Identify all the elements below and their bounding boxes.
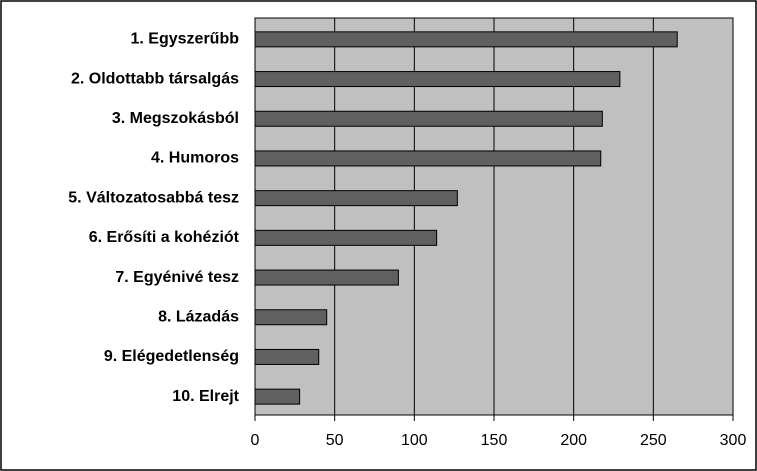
x-tick-label: 250 — [640, 432, 667, 449]
x-tick-label: 300 — [720, 432, 747, 449]
x-tick-label: 100 — [401, 432, 428, 449]
bar — [254, 110, 603, 127]
y-tick-label: 7. Egyénivé tesz — [115, 269, 239, 286]
y-tick-label: 5. Változatosabbá tesz — [68, 189, 239, 206]
y-tick-label: 10. Elrejt — [172, 388, 239, 405]
bar — [254, 150, 602, 167]
bar — [254, 309, 328, 326]
bar — [254, 229, 438, 246]
bar — [254, 348, 320, 365]
x-tick-label: 0 — [251, 432, 260, 449]
bar — [254, 190, 458, 207]
bar — [254, 31, 678, 48]
y-tick-label: 1. Egyszerűbb — [131, 31, 240, 48]
x-tick-label: 50 — [326, 432, 344, 449]
x-tick-label: 150 — [481, 432, 508, 449]
y-tick-label: 9. Elégedetlenség — [104, 348, 239, 365]
bar — [254, 269, 399, 286]
y-tick-label: 3. Megszokásból — [112, 110, 239, 127]
y-tick-label: 4. Humoros — [151, 150, 239, 167]
y-tick-label: 8. Lázadás — [158, 308, 239, 325]
x-tick-label: 200 — [560, 432, 587, 449]
y-tick-label: 6. Erősíti a kohéziót — [89, 229, 240, 246]
bar — [254, 388, 301, 405]
bar — [254, 71, 621, 88]
y-tick-label: 2. Oldottabb társalgás — [71, 70, 239, 87]
